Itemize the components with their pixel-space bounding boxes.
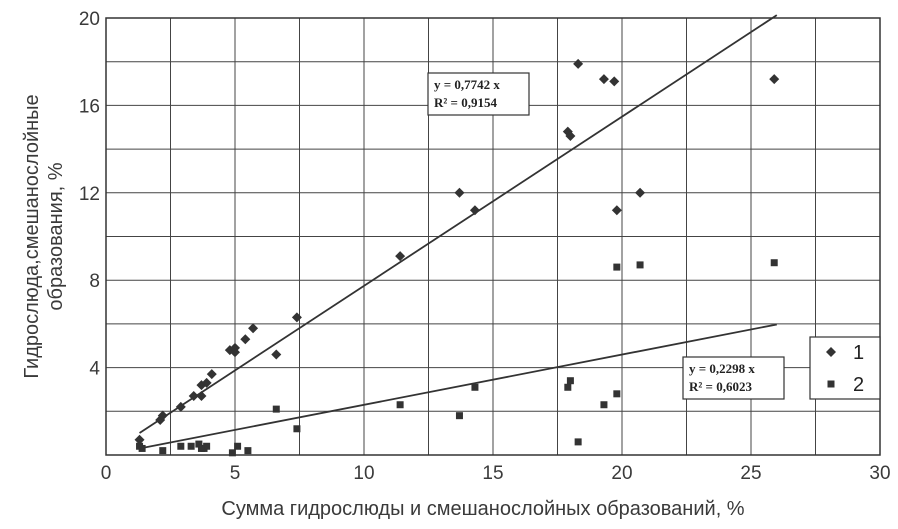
x-tick-label: 5 bbox=[230, 463, 241, 484]
data-point-square bbox=[187, 442, 195, 450]
legend-square-icon bbox=[827, 380, 835, 388]
data-point-square bbox=[564, 383, 572, 391]
data-point-diamond bbox=[469, 205, 480, 216]
equation-box-series-2: y = 0,2298 x R² = 0,6023 bbox=[682, 356, 785, 400]
y-tick-label: 20 bbox=[79, 9, 100, 30]
data-point-diamond bbox=[157, 410, 168, 421]
equation-box-series-1: y = 0,7742 x R² = 0,9154 bbox=[427, 72, 530, 116]
equation-text: y = 0,7742 x bbox=[434, 77, 500, 92]
data-point-diamond bbox=[565, 130, 576, 141]
data-point-diamond bbox=[134, 434, 145, 445]
equation-box-frame bbox=[682, 356, 785, 400]
y-tick-label: 4 bbox=[89, 359, 100, 380]
x-tick-label: 0 bbox=[101, 463, 112, 484]
data-point-square bbox=[455, 412, 463, 420]
data-point-square bbox=[636, 261, 644, 269]
x-tick-label: 30 bbox=[869, 463, 890, 484]
data-point-square bbox=[195, 440, 203, 448]
legend-marker-square bbox=[827, 380, 835, 388]
trend-line-series-1 bbox=[139, 14, 778, 434]
x-tick-labels: 0 5 10 15 20 25 30 bbox=[101, 463, 891, 484]
equation-text: y = 0,2298 x bbox=[689, 361, 755, 376]
data-point-square bbox=[138, 444, 146, 452]
x-tick-label: 20 bbox=[611, 463, 632, 484]
y-tick-label: 12 bbox=[79, 184, 100, 205]
y-tick-label: 16 bbox=[79, 96, 100, 117]
x-tick-label: 25 bbox=[740, 463, 761, 484]
data-point-diamond bbox=[635, 187, 646, 198]
y-axis-label: Гидрослюда,смешанослойные образования, % bbox=[21, 94, 67, 378]
data-point-square bbox=[177, 442, 185, 450]
data-point-diamond bbox=[598, 74, 609, 85]
legend: 1 2 bbox=[809, 336, 881, 400]
data-point-square bbox=[770, 259, 778, 267]
data-point-square bbox=[197, 444, 205, 452]
data-point-square bbox=[159, 447, 167, 455]
data-point-square bbox=[244, 447, 252, 455]
data-point-diamond bbox=[395, 251, 406, 262]
data-point-square bbox=[613, 390, 621, 398]
data-point-diamond bbox=[769, 74, 780, 85]
data-point-square bbox=[293, 425, 301, 433]
equation-box-frame bbox=[427, 72, 530, 116]
data-point-diamond bbox=[240, 334, 251, 345]
legend-label-series-2: 2 bbox=[853, 374, 864, 396]
data-point-square bbox=[272, 405, 280, 413]
r-squared-text: R² = 0,6023 bbox=[689, 379, 752, 394]
plot-frame bbox=[105, 17, 881, 456]
legend-marker-diamond bbox=[826, 347, 836, 357]
data-point-square bbox=[471, 383, 479, 391]
data-point-diamond bbox=[196, 391, 207, 402]
y-tick-label: 8 bbox=[89, 271, 100, 292]
data-point-diamond bbox=[271, 349, 282, 360]
data-point-diamond bbox=[201, 377, 212, 388]
x-axis-label: Сумма гидрослюды и смешанослойных образо… bbox=[221, 498, 744, 520]
data-point-square bbox=[566, 377, 574, 385]
r-squared-text: R² = 0,9154 bbox=[434, 95, 497, 110]
legend-frame bbox=[809, 336, 881, 400]
trend-lines bbox=[139, 14, 778, 450]
data-point-diamond bbox=[609, 76, 620, 87]
data-point-diamond bbox=[611, 205, 622, 216]
data-point-square bbox=[234, 442, 242, 450]
trend-line-series-2 bbox=[139, 323, 777, 450]
y-axis-label-line-2: образования, % bbox=[45, 162, 67, 310]
y-axis-label-line-1: Гидрослюда,смешанослойные bbox=[21, 94, 43, 378]
data-point-diamond bbox=[230, 342, 240, 353]
legend-diamond-icon bbox=[826, 347, 836, 357]
data-point-square bbox=[396, 401, 404, 409]
data-point-diamond bbox=[573, 58, 584, 69]
data-point-diamond bbox=[454, 187, 465, 198]
data-point-diamond bbox=[206, 369, 217, 380]
data-point-diamond bbox=[291, 312, 302, 323]
data-point-square bbox=[600, 401, 608, 409]
data-point-diamond bbox=[175, 401, 186, 412]
data-point-diamond bbox=[248, 323, 259, 334]
data-point-diamond bbox=[188, 391, 199, 402]
data-point-square bbox=[574, 438, 582, 446]
legend-label-series-1: 1 bbox=[853, 342, 864, 364]
data-point-square bbox=[613, 263, 621, 271]
data-point-square bbox=[203, 442, 211, 450]
data-point-square bbox=[228, 449, 236, 457]
x-tick-label: 15 bbox=[482, 463, 503, 484]
data-points bbox=[134, 58, 780, 457]
x-tick-label: 10 bbox=[353, 463, 374, 484]
y-tick-labels: 4 8 12 16 20 bbox=[79, 9, 101, 380]
